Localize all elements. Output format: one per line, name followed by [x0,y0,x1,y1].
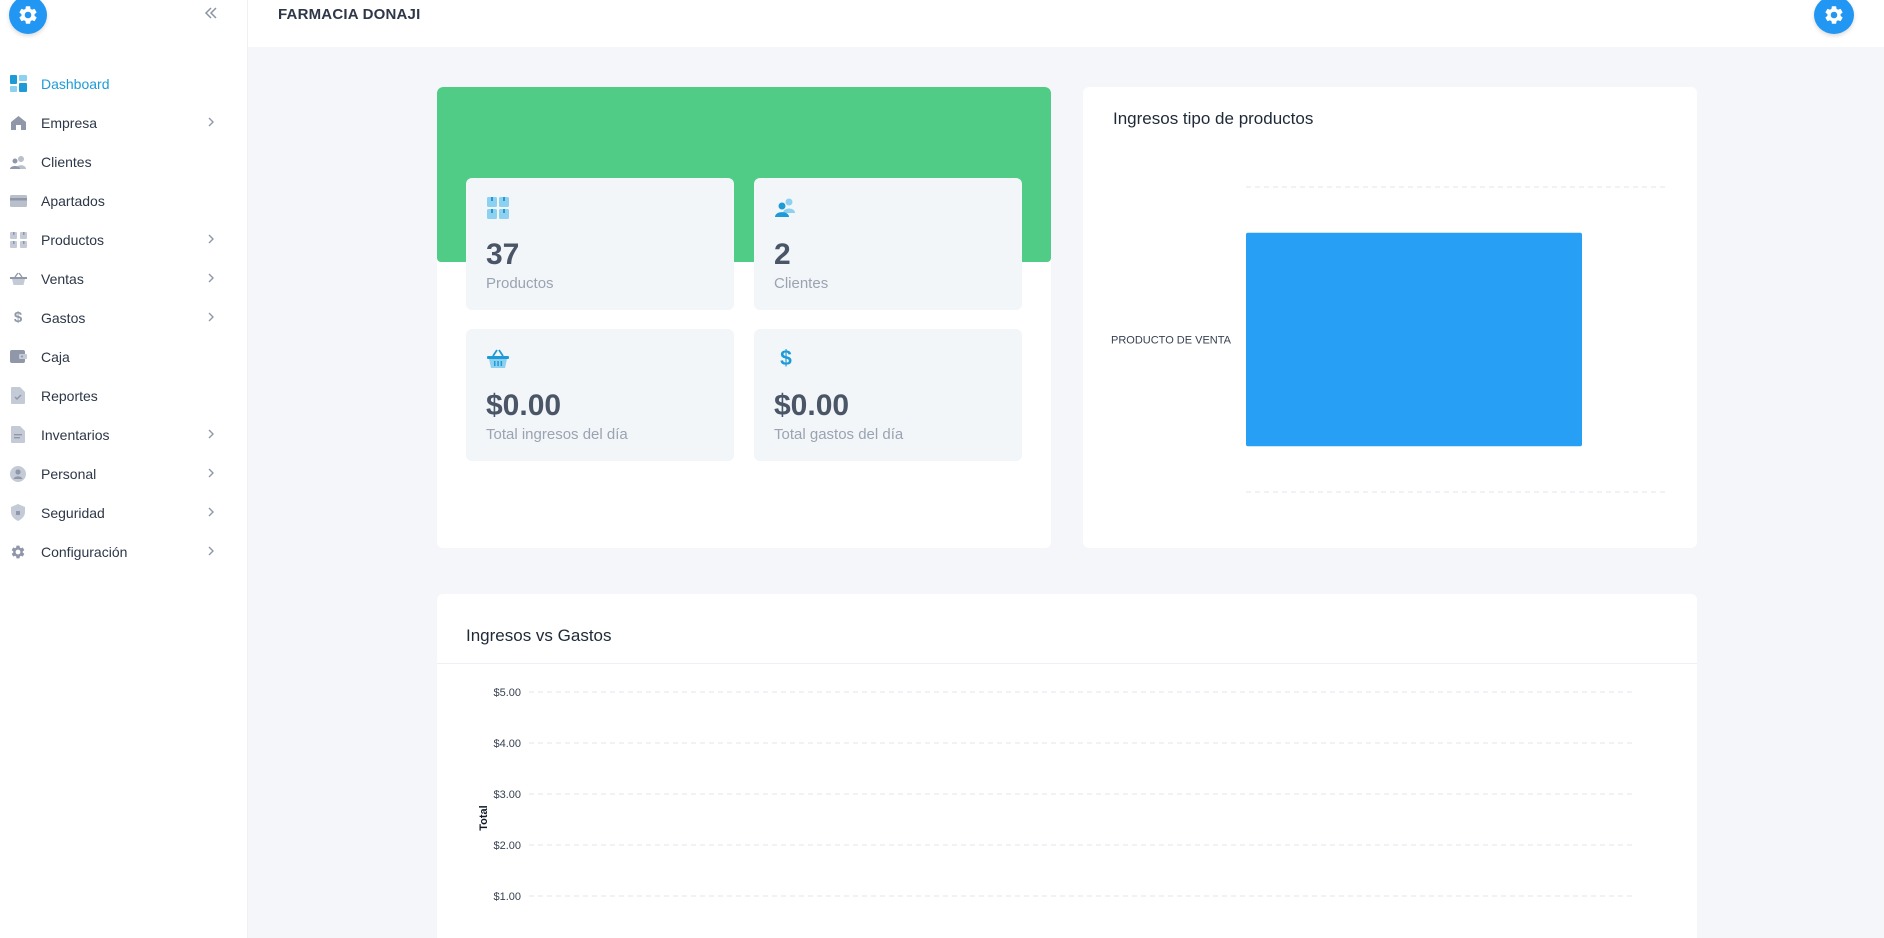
sidebar-item-clientes[interactable]: Clientes [0,142,248,181]
sidebar-item-gastos[interactable]: $ Gastos [0,298,248,337]
sidebar-item-configuracion[interactable]: Configuración [0,532,248,571]
wallet-icon [9,348,27,366]
chevron-right-icon [204,310,218,324]
sidebar-item-label: Empresa [41,114,98,131]
chevron-right-icon [204,115,218,129]
document-icon [9,426,27,444]
shield-icon [9,504,27,522]
product-income-chart-card: Ingresos tipo de productos PRODUCTO DE V… [1083,87,1697,548]
logo[interactable] [9,0,47,34]
sidebar-item-productos[interactable]: Productos [0,220,248,259]
sidebar-item-label: Dashboard [41,75,110,92]
sidebar-menu: Dashboard Empresa Clientes Apartados [0,64,248,571]
users-icon [9,153,27,171]
stat-label: Clientes [774,275,829,292]
topbar: FARMACIA DONAJI [248,0,1884,47]
sidebar-item-apartados[interactable]: Apartados [0,181,248,220]
y-tick-label: $2.00 [493,840,521,852]
sidebar-item-label: Configuración [41,543,128,560]
stat-card-clientes: 2 Clientes [754,178,1022,310]
stat-label: Productos [486,275,554,292]
y-tick-label: $4.00 [493,738,521,750]
chevron-right-icon [204,505,218,519]
sidebar-item-label: Apartados [41,192,105,209]
stat-label: Total gastos del día [774,426,904,443]
basket-icon [9,270,27,288]
chevron-right-icon [204,271,218,285]
y-tick-label: $3.00 [493,789,521,801]
sidebar-item-label: Seguridad [41,504,105,521]
home-icon [9,114,27,132]
chevron-right-icon [204,232,218,246]
sidebar-item-label: Gastos [41,309,86,326]
stats-panel: 37 Productos 2 Clientes $0.00 Total ingr… [437,87,1051,548]
gear-icon [1825,6,1843,24]
dashboard-icon [9,75,27,93]
chevron-right-icon [204,544,218,558]
person-icon [9,465,27,483]
user-avatar[interactable] [1814,0,1854,34]
category-label: PRODUCTO DE VENTA [1111,335,1232,347]
dollar-icon: $ [13,309,23,326]
income-vs-expenses-chart: $5.00 $4.00 $3.00 $2.00 $1.00 Total [478,687,1634,903]
y-tick-label: $1.00 [493,891,521,903]
sidebar-item-ventas[interactable]: Ventas [0,259,248,298]
chart-title: Ingresos tipo de productos [1113,109,1314,128]
sidebar-item-label: Clientes [41,153,92,170]
sidebar-item-label: Ventas [41,270,84,287]
sidebar-item-seguridad[interactable]: Seguridad [0,493,248,532]
stat-card-gastos: $ $0.00 Total gastos del día [754,329,1022,461]
sidebar-item-label: Reportes [41,387,98,404]
users-icon [774,196,798,220]
stat-card-ingresos: $0.00 Total ingresos del día [466,329,734,461]
sidebar-item-inventarios[interactable]: Inventarios [0,415,248,454]
stat-card-productos: 37 Productos [466,178,734,310]
sidebar-item-label: Productos [41,231,105,248]
report-icon [9,387,27,405]
chevron-right-icon [204,466,218,480]
stat-value: 37 [486,238,520,271]
sidebar-item-empresa[interactable]: Empresa [0,103,248,142]
sidebar-item-dashboard[interactable]: Dashboard [0,64,248,103]
gear-icon [19,6,37,24]
card-icon [9,192,27,210]
y-tick-label: $5.00 [493,687,521,699]
sidebar-item-reportes[interactable]: Reportes [0,376,248,415]
chart-title: Ingresos vs Gastos [466,626,612,645]
stat-value: $0.00 [774,389,850,422]
product-income-chart: PRODUCTO DE VENTA [1111,186,1666,493]
chevron-right-icon [204,427,218,441]
stat-value: $0.00 [486,389,562,422]
basket-icon [486,347,510,371]
dollar-icon: $ [780,347,792,370]
divider [437,663,1697,664]
stat-value: 2 [774,238,791,271]
sidebar-item-personal[interactable]: Personal [0,454,248,493]
sidebar-item-label: Inventarios [41,426,110,443]
collapse-sidebar-button[interactable] [202,5,220,23]
stat-label: Total ingresos del día [486,426,628,443]
boxes-icon [9,231,27,249]
sidebar-item-label: Caja [41,348,70,365]
bar [1246,232,1582,447]
page-title: FARMACIA DONAJI [278,6,421,23]
sidebar-item-caja[interactable]: Caja [0,337,248,376]
gear-icon [9,543,27,561]
boxes-icon [486,196,510,220]
y-axis-label: Total [478,805,490,830]
double-chevron-left-icon [204,7,217,19]
sidebar: Dashboard Empresa Clientes Apartados [0,0,248,938]
sidebar-item-label: Personal [41,465,97,482]
income-vs-expenses-card: Ingresos vs Gastos $5.00 $4.00 $3.00 $2.00 $… [437,594,1697,938]
